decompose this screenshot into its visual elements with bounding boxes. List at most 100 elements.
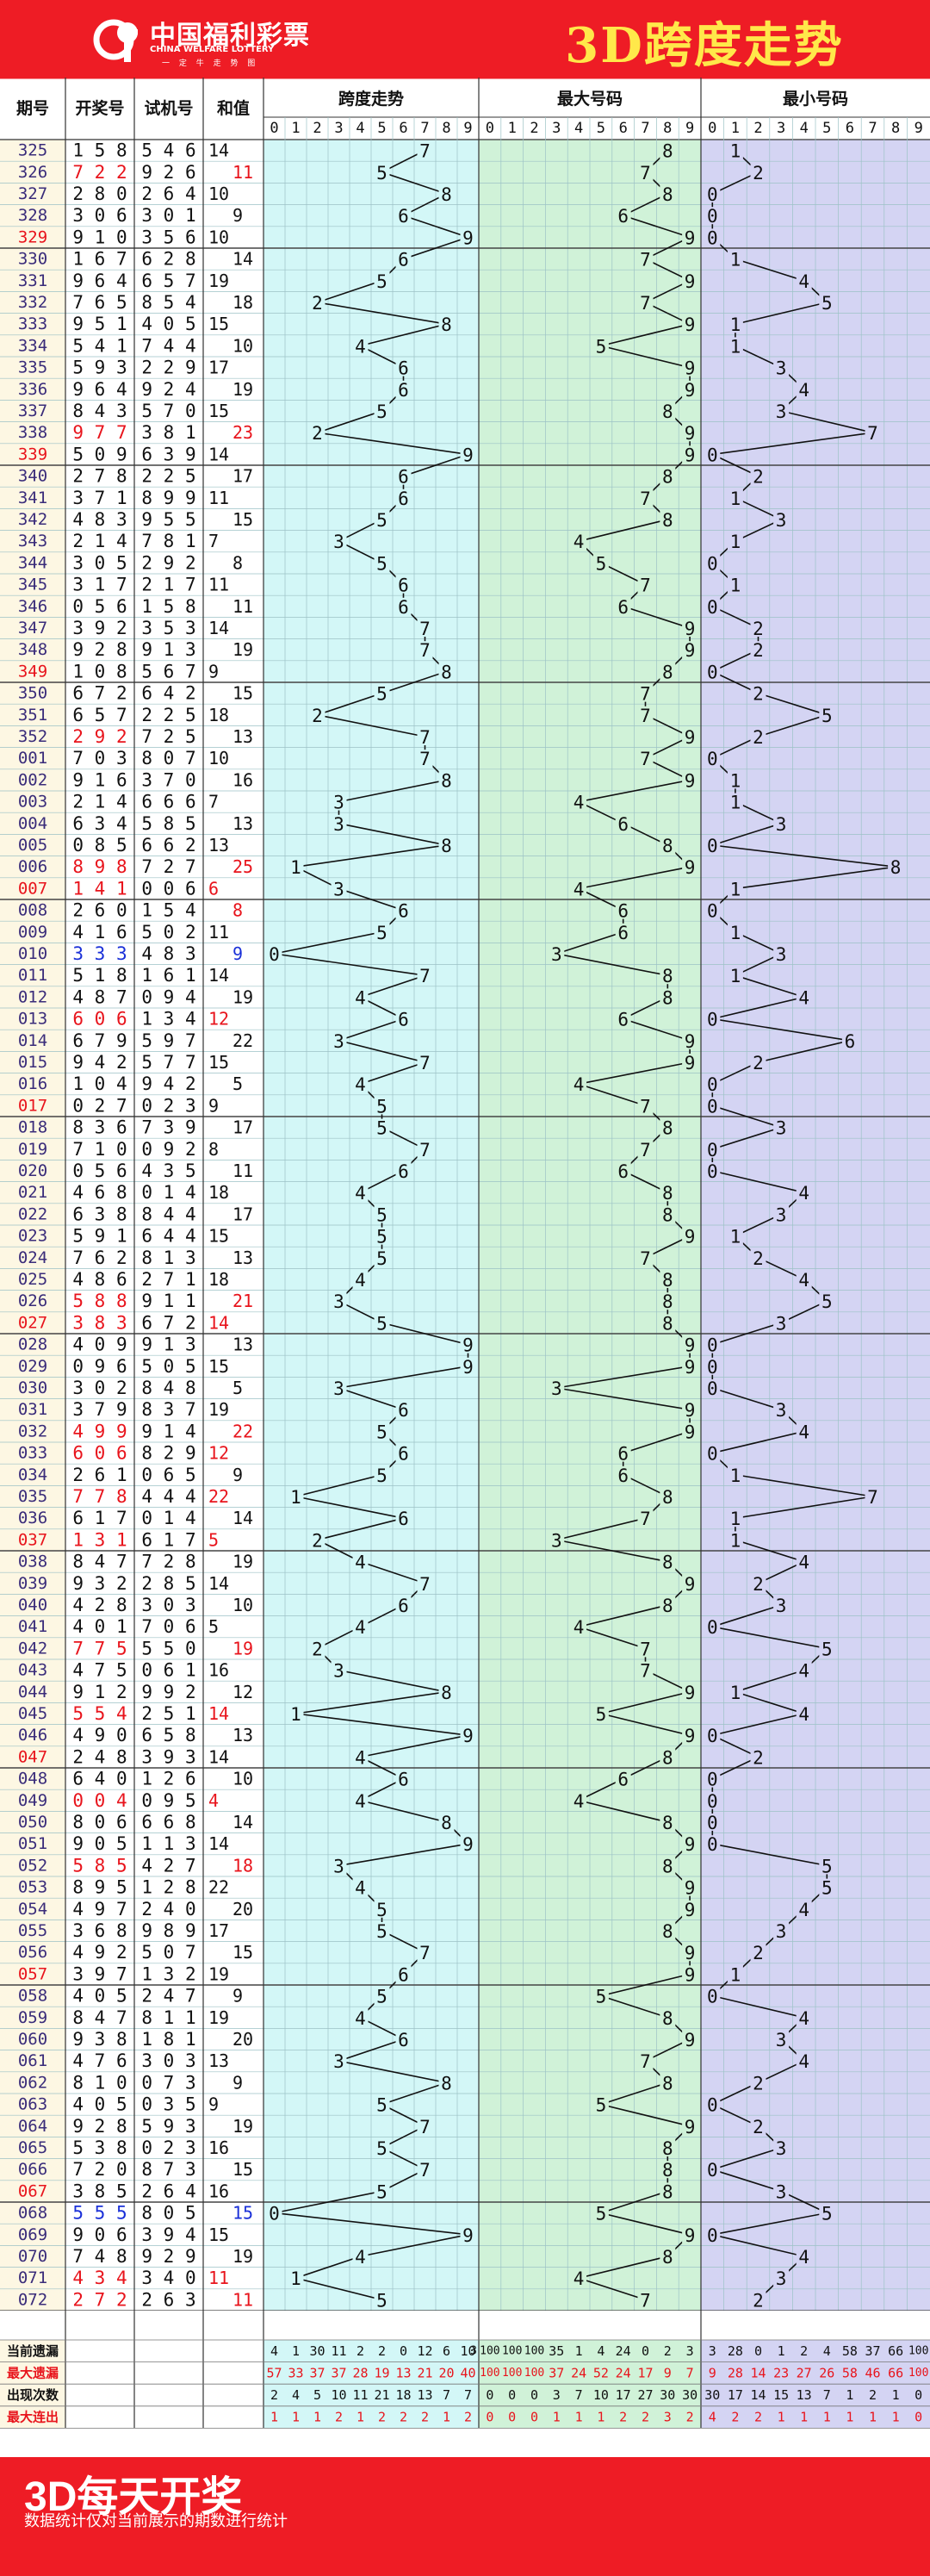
min-point: 4 [798, 1270, 809, 1291]
draw-number: 9 5 1 [72, 314, 127, 334]
draw-number: 2 1 4 [72, 792, 127, 812]
min-point-bg [704, 1010, 721, 1028]
draw-number: 3 0 2 [72, 1378, 127, 1398]
max-point-bg [660, 2248, 676, 2265]
max-point: 5 [596, 2204, 607, 2224]
period-label: 057 [18, 1964, 47, 1983]
min-point: 0 [707, 1791, 718, 1812]
period-label: 333 [18, 314, 47, 333]
period-label: 345 [18, 576, 47, 594]
trial-number: 6 4 4 [141, 1226, 195, 1247]
header-digit: 4 [574, 120, 583, 137]
sum-value: 13 [232, 1725, 253, 1745]
min-point: 4 [798, 1900, 809, 1920]
max-point-bg [660, 1814, 676, 1831]
sum-value: 15 [232, 2159, 253, 2180]
period-label: 070 [18, 2247, 47, 2266]
max-point: 8 [662, 1487, 673, 1508]
min-point: 1 [730, 1964, 741, 1985]
draw-number: 7 2 2 [72, 162, 127, 183]
sum-value: 9 [232, 205, 243, 226]
max-point-bg [571, 1791, 587, 1809]
min-point-bg [704, 837, 721, 854]
span-point: 9 [462, 1726, 474, 1746]
min-point: 0 [707, 1161, 718, 1182]
draw-number: 9 7 7 [72, 422, 127, 443]
max-point: 5 [596, 336, 607, 357]
min-point-bg [773, 1922, 790, 1939]
min-point: 3 [776, 401, 787, 422]
max-point-bg [682, 1054, 698, 1071]
sum-value: 18 [208, 705, 229, 725]
span-point: 5 [376, 401, 388, 422]
max-stat-value: 0 [530, 2410, 538, 2425]
trial-number: 8 0 5 [141, 2203, 195, 2224]
min-point: 0 [707, 1378, 718, 1399]
span-point: 5 [376, 1465, 388, 1486]
max-point: 9 [685, 1834, 696, 1855]
min-point: 4 [798, 2008, 809, 2029]
min-point: 1 [730, 250, 741, 271]
min-point: 1 [730, 1683, 741, 1703]
max-point-bg [660, 2161, 676, 2179]
max-point-bg [682, 1683, 698, 1701]
sum-value: 4 [208, 1790, 219, 1811]
span-point-bg [331, 1379, 347, 1397]
min-point-bg [796, 1271, 812, 1288]
min-point-bg [796, 1661, 812, 1679]
draw-number: 9 1 6 [72, 769, 127, 790]
header-digit: 8 [442, 120, 450, 137]
min-point: 0 [707, 749, 718, 769]
footer-note: 数据统计仅对当前展示的期数进行统计 [24, 2512, 288, 2530]
sum-value: 16 [232, 769, 253, 790]
max-point-bg [660, 2074, 676, 2092]
period-label: 065 [18, 2138, 47, 2157]
period-label: 340 [18, 467, 47, 486]
sum-value: 19 [232, 986, 253, 1007]
min-stat-value: 28 [728, 2343, 743, 2359]
span-point: 6 [398, 488, 409, 509]
span-point: 7 [419, 727, 431, 748]
span-point-bg [417, 1574, 433, 1592]
period-label: 021 [18, 1183, 47, 1202]
draw-number: 6 3 4 [72, 813, 127, 834]
trial-number: 9 5 5 [141, 509, 195, 530]
draw-number: 0 8 5 [72, 835, 127, 856]
trial-number: 1 8 1 [141, 2029, 195, 2050]
sum-value: 14 [232, 1812, 253, 1832]
max-point-bg [682, 1357, 698, 1375]
draw-number: 0 5 6 [72, 1160, 127, 1181]
min-point-bg [750, 641, 766, 659]
sum-value: 19 [208, 1963, 229, 1984]
trial-number: 4 3 5 [141, 1160, 195, 1181]
min-point-bg [704, 1987, 721, 2005]
trial-number: 5 0 7 [141, 1942, 195, 1963]
span-point-bg [417, 141, 433, 159]
span-point-bg [460, 1357, 476, 1375]
header-digit: 7 [420, 120, 429, 137]
span-point: 9 [462, 227, 474, 248]
span-point: 6 [398, 576, 409, 596]
sum-value: 14 [208, 444, 229, 464]
span-stat-value: 30 [309, 2343, 325, 2359]
min-point: 5 [822, 706, 833, 726]
span-point-bg [395, 467, 412, 485]
max-point: 9 [685, 857, 696, 878]
min-point-bg [727, 250, 743, 268]
sum-value: 14 [208, 618, 229, 638]
max-point: 6 [617, 206, 629, 227]
max-point: 8 [662, 836, 673, 856]
span-point-bg [352, 1878, 369, 1896]
trial-number: 5 0 5 [141, 1356, 195, 1377]
period-label: 009 [18, 923, 47, 942]
span-stat-value: 21 [374, 2387, 389, 2403]
max-point: 9 [685, 640, 696, 661]
header-digit: 9 [685, 120, 694, 137]
span-point: 6 [398, 901, 409, 922]
draw-number: 8 4 7 [72, 1552, 127, 1572]
span-point: 4 [355, 1878, 366, 1899]
draw-number: 5 5 4 [72, 1703, 127, 1724]
max-point: 8 [662, 1313, 673, 1334]
max-point: 7 [640, 2051, 651, 2072]
min-point-bg [773, 2182, 790, 2200]
